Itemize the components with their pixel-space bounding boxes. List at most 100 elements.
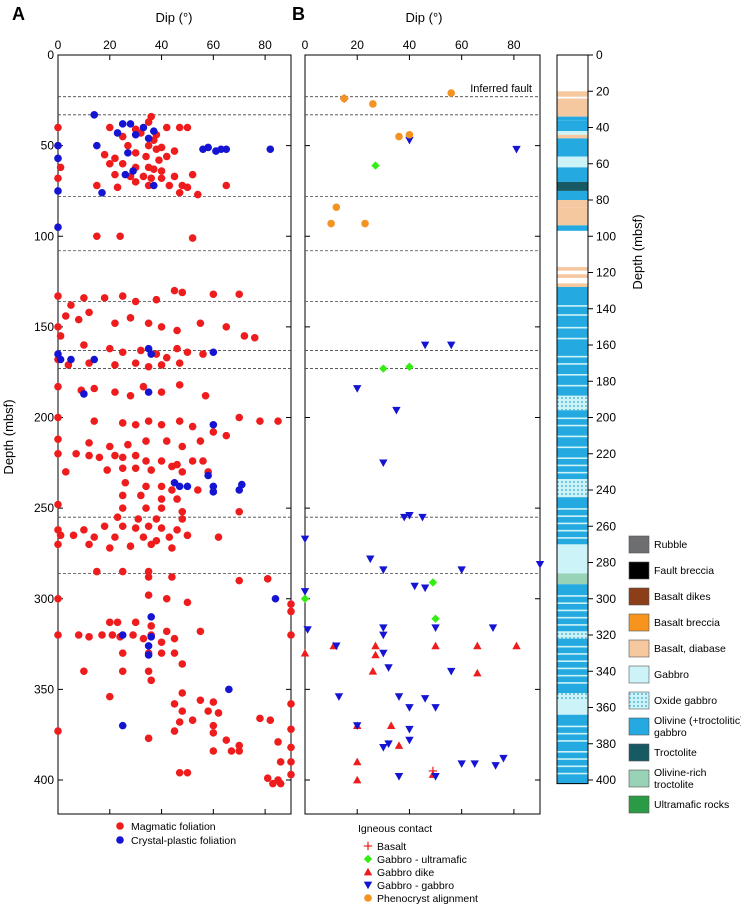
strip-layer <box>557 645 588 648</box>
strip-layer <box>557 660 588 662</box>
panel-a-magmatic-foliation-point <box>80 526 88 534</box>
panel-a-magmatic-foliation-point <box>113 618 122 627</box>
panel-a-magmatic-foliation-point <box>250 333 259 342</box>
legend-unit-label: Troctolite <box>654 747 697 759</box>
strip-interval <box>557 395 588 411</box>
panel-a-magmatic-foliation-point <box>85 540 93 549</box>
panel-a-magmatic-foliation-point <box>175 359 184 367</box>
panel-a-crystal-plastic-foliation-point <box>183 482 192 491</box>
panel-a-crystal-plastic-foliation-point <box>147 633 155 641</box>
panel-b-gabbro-dike-point <box>368 667 378 675</box>
panel-a-magmatic-foliation-point <box>178 707 187 715</box>
panel-a-crystal-plastic-foliation-point <box>209 420 218 429</box>
panel-b-gabbro-gabbro-point <box>405 136 414 145</box>
panel-a-y-tick-label: 50 <box>41 139 55 153</box>
legend-unit-label: Fault breccia <box>654 565 714 577</box>
strip-layer <box>557 314 588 316</box>
panel-a-magmatic-foliation-point <box>165 181 174 190</box>
panel-a-magmatic-foliation-point <box>111 361 119 369</box>
panel-a-magmatic-foliation-point <box>168 486 176 494</box>
panel-a-crystal-plastic-foliation-point <box>225 685 233 694</box>
panel-a-magmatic-foliation-point <box>90 384 99 393</box>
panel-a-magmatic-foliation-point <box>144 734 153 743</box>
panel-a-x-tick-label: 60 <box>207 38 221 52</box>
panel-a-magmatic-foliation-point <box>111 170 119 179</box>
panel-a-magmatic-foliation-point <box>124 440 132 449</box>
strip-layer <box>557 363 588 365</box>
panel-a-crystal-plastic-foliation-point <box>209 348 218 357</box>
panel-a-magmatic-foliation-point <box>269 779 277 788</box>
strip-y-label: Depth (mbsf) <box>630 214 645 289</box>
panel-a-magmatic-foliation-point <box>113 183 122 192</box>
strip-interval <box>557 631 588 639</box>
strip-y-tick-label: 200 <box>596 411 616 425</box>
panel-a-magmatic-foliation-point <box>54 323 62 331</box>
panel-b-gabbro-gabbro-point <box>470 760 479 768</box>
strip-layer <box>557 624 588 626</box>
panel-a-crystal-plastic-foliation-point <box>271 594 280 603</box>
panel-a-magmatic-foliation-point <box>183 531 192 540</box>
panel-a-magmatic-foliation-point <box>142 482 150 491</box>
panel-a-magmatic-foliation-point <box>240 332 249 340</box>
panel-a-magmatic-foliation-point <box>287 600 295 608</box>
strip-layer <box>557 725 588 728</box>
panel-a-magmatic-foliation-point <box>85 633 93 641</box>
strip-layer <box>557 537 588 539</box>
panel-a-crystal-plastic-foliation-point <box>80 390 88 398</box>
legend-a-marker <box>116 822 124 830</box>
panel-a-magmatic-foliation-point <box>178 288 187 297</box>
panel-a-magmatic-foliation-point <box>139 382 148 391</box>
panel-a-y-tick-label: 400 <box>34 773 54 787</box>
panel-a-magmatic-foliation-point <box>162 627 171 636</box>
panel-a-magmatic-foliation-point <box>165 533 174 541</box>
panel-a-x-tick-label: 0 <box>55 38 62 52</box>
strip-interval <box>557 120 588 132</box>
panel-b-gabbro-ultramafic-point <box>405 362 414 371</box>
panel-a-magmatic-foliation-point <box>209 290 218 299</box>
strip-interval <box>557 584 588 632</box>
panel-b-gabbro-gabbro-point <box>418 513 427 522</box>
panel-a-magmatic-foliation-point <box>131 297 140 306</box>
strip-y-tick-label: 260 <box>596 519 616 533</box>
panel-a-crystal-plastic-foliation-point <box>144 134 153 143</box>
strip-interval <box>557 479 588 498</box>
panel-a-magmatic-foliation-point <box>157 638 166 647</box>
panel-b-gabbro-gabbro-point <box>447 667 456 676</box>
panel-a-magmatic-foliation-point <box>54 413 62 422</box>
panel-a-crystal-plastic-foliation-point <box>204 471 212 480</box>
panel-b-gabbro-gabbro-point <box>431 704 440 712</box>
panel-a-magmatic-foliation-point <box>149 165 158 173</box>
strip-interval <box>557 267 588 271</box>
panel-a-magmatic-foliation-point <box>93 567 101 576</box>
strip-layer <box>557 653 588 655</box>
strip-y-tick-label: 240 <box>596 483 616 497</box>
strip-interval <box>557 497 588 545</box>
strip-y-tick-label: 80 <box>596 193 610 207</box>
panel-a-y-tick-label: 200 <box>34 411 54 425</box>
panel-b-gabbro-gabbro-point <box>405 512 414 520</box>
panel-a-magmatic-foliation-point <box>162 123 171 132</box>
legend-unit-swatch <box>628 587 650 606</box>
legend-unit-swatch <box>628 717 650 736</box>
panel-a-magmatic-foliation-point <box>111 154 119 163</box>
panel-b-gabbro-gabbro-point <box>303 626 312 634</box>
panel-a-magmatic-foliation-point <box>147 540 155 549</box>
panel-a-magmatic-foliation-point <box>157 323 166 331</box>
strip-interval <box>557 98 588 117</box>
panel-a-magmatic-foliation-point <box>222 323 231 331</box>
panel-a-magmatic-foliation-point <box>287 607 295 616</box>
legend-unit-label: Ultramafic rocks <box>654 799 729 811</box>
panel-a-crystal-plastic-foliation-point <box>126 120 135 128</box>
legend-b-label: Gabbro - gabbro <box>377 880 454 892</box>
panel-a-magmatic-foliation-point <box>209 428 218 436</box>
panel-a-magmatic-foliation-point <box>118 522 127 531</box>
panel-a-frame <box>57 54 292 815</box>
panel-a-magmatic-foliation-point <box>144 362 153 371</box>
panel-b-phenocryst-alignment-point <box>447 89 456 97</box>
panel-b-gabbro-gabbro-point <box>300 535 310 544</box>
panel-b-phenocryst-alignment-point <box>369 100 377 108</box>
panel-a-crystal-plastic-foliation-point <box>147 350 155 358</box>
strip-interval <box>557 91 588 97</box>
panel-a-magmatic-foliation-point <box>157 167 166 175</box>
panel-a-magmatic-foliation-point <box>126 314 135 322</box>
